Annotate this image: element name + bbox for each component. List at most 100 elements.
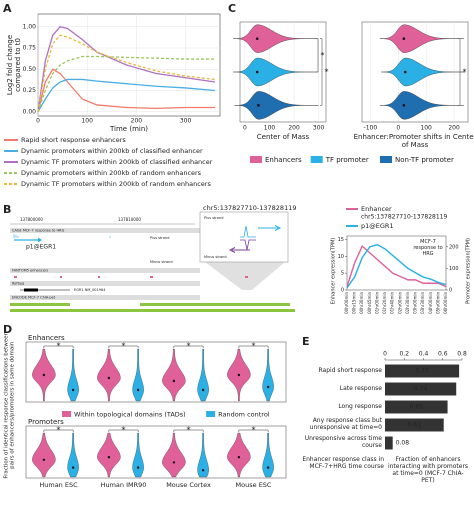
promoter-label: p1@EGR1 [26, 244, 56, 251]
significance-bracket [173, 429, 204, 432]
x-tick-label: 04hr00min [428, 292, 433, 314]
median-dot [107, 376, 111, 380]
y-axis-label: Enhancer response class in MCF-7+HRG tim… [302, 456, 384, 470]
track-bar [10, 228, 200, 233]
significance-bracket [173, 345, 204, 348]
arrow-head [38, 237, 42, 243]
median-dot [237, 456, 241, 459]
legend-label: p1@EGR1 [361, 222, 394, 230]
inset-label: Plus strand [204, 216, 223, 220]
chiapet-link [140, 303, 290, 306]
panel-label: B [3, 203, 11, 216]
bar [385, 382, 457, 396]
plot-area [346, 235, 447, 291]
annotation: MCF-7 response to HRG [413, 239, 443, 257]
violin [132, 432, 144, 478]
legend-label: Dynamic promoters within 200kb of random… [21, 169, 202, 177]
x-tick-label: 00hr15min [352, 292, 357, 314]
y2-tick-label: 0 [449, 288, 452, 294]
plot-area [37, 13, 221, 117]
inset-label: Minus strand [204, 255, 227, 259]
x-tick-label: 100 [81, 118, 93, 125]
median-dot [201, 469, 205, 472]
median-dot [402, 37, 406, 40]
x-tick-label: 0 [383, 351, 387, 358]
bar [385, 418, 444, 432]
series-line [37, 26, 216, 112]
y-tick-label: Unresponsive across time course [304, 435, 382, 449]
significance-star: * [122, 342, 126, 351]
significance-star: * [321, 51, 325, 60]
series-line [37, 34, 216, 112]
significance-star: * [463, 68, 467, 77]
median-dot [237, 373, 241, 377]
significance-star: * [187, 426, 191, 435]
panel-label: C [228, 2, 236, 15]
median-dot [403, 70, 407, 74]
x-tick-label: Mouse ESC [235, 481, 272, 489]
y-axis-label: Log2 fold change [6, 35, 14, 95]
y-tick-label: Rapid short response [318, 366, 382, 374]
violin [97, 348, 121, 402]
y2-axis-label: Promoter expression(TPM) [466, 238, 472, 304]
x-tick-label: 05hr00min [435, 292, 440, 314]
median-dot [266, 385, 270, 389]
violin [262, 432, 274, 478]
y-tick-label: 5 [341, 271, 344, 277]
y-axis-label: Enhancer expression(TPM) [331, 238, 337, 305]
legend-swatch [250, 156, 262, 163]
legend-label: Within topological domains (TADs) [74, 411, 186, 419]
y-tick-label: 0.75 [23, 45, 37, 52]
significance-bracket [238, 429, 269, 432]
track-label: ENCODE MCF-7 ChIA-pet [12, 296, 56, 300]
strand-label: Plus strand [150, 236, 169, 240]
y2-tick-label: 200 [449, 244, 459, 250]
median-dot [255, 37, 259, 40]
legend-label: Dynamic promoters within 200kb of classi… [21, 147, 203, 155]
x-tick-label: 06hr00min [443, 292, 448, 314]
coordinate: 137800000 [20, 217, 43, 222]
genome-browser: 137800000 137810000 CAGE MCF-7 response … [10, 204, 296, 312]
median-dot [136, 466, 140, 469]
x-tick-label: 0 [36, 118, 40, 125]
legend-note: chr5:137827710-137828119 [361, 214, 447, 221]
x-tick-label: 02hr30min [405, 292, 410, 314]
median-dot [71, 466, 75, 469]
violin [162, 432, 186, 478]
legend-label: Random control [218, 411, 270, 419]
x-axis-label: Enhancer:Promoter shifts in Center of Ma… [353, 133, 474, 150]
y-tick-label: 15 [338, 237, 344, 243]
track-bar [10, 268, 200, 273]
violin [379, 91, 465, 120]
y-axis-label: Fraction of identical response classific… [3, 331, 16, 479]
median-dot [172, 379, 176, 383]
minus-arrow [228, 247, 250, 253]
series-line [346, 244, 447, 288]
x-tick-label: Mouse Cortex [166, 481, 211, 489]
data-label: 0.61 [408, 422, 422, 429]
legend-label: Enhancers [265, 156, 302, 164]
chiapet-link [10, 303, 70, 306]
x-tick-label: 0 [396, 125, 400, 132]
y-tick-label: 0.00 [23, 108, 37, 115]
series-line [346, 243, 447, 289]
significance-bracket [316, 38, 319, 73]
significance-star: * [187, 342, 191, 351]
median-dot [402, 104, 406, 107]
track-bar [10, 295, 200, 300]
panel-label: D [3, 323, 12, 336]
x-tick-label: 0.2 [399, 351, 409, 358]
x-axis-label: Center of Mass [256, 133, 310, 141]
legend-swatch [206, 411, 216, 417]
gene-label: EGR1 NM_001964 [74, 288, 106, 292]
panel-title: Promoters [28, 418, 64, 426]
x-tick-label: 0.8 [457, 351, 467, 358]
x-tick-label: 300 [180, 118, 192, 125]
y-tick-label: Long response [338, 402, 382, 410]
violin [67, 348, 79, 402]
y-tick-label: 0.50 [23, 66, 37, 73]
x-axis-label: Time (min) [109, 125, 148, 133]
significance-star: * [57, 342, 61, 351]
x-tick-label: 100 [420, 125, 432, 132]
legend-label: Dynamic TF promoters within 200kb of cla… [21, 158, 213, 166]
